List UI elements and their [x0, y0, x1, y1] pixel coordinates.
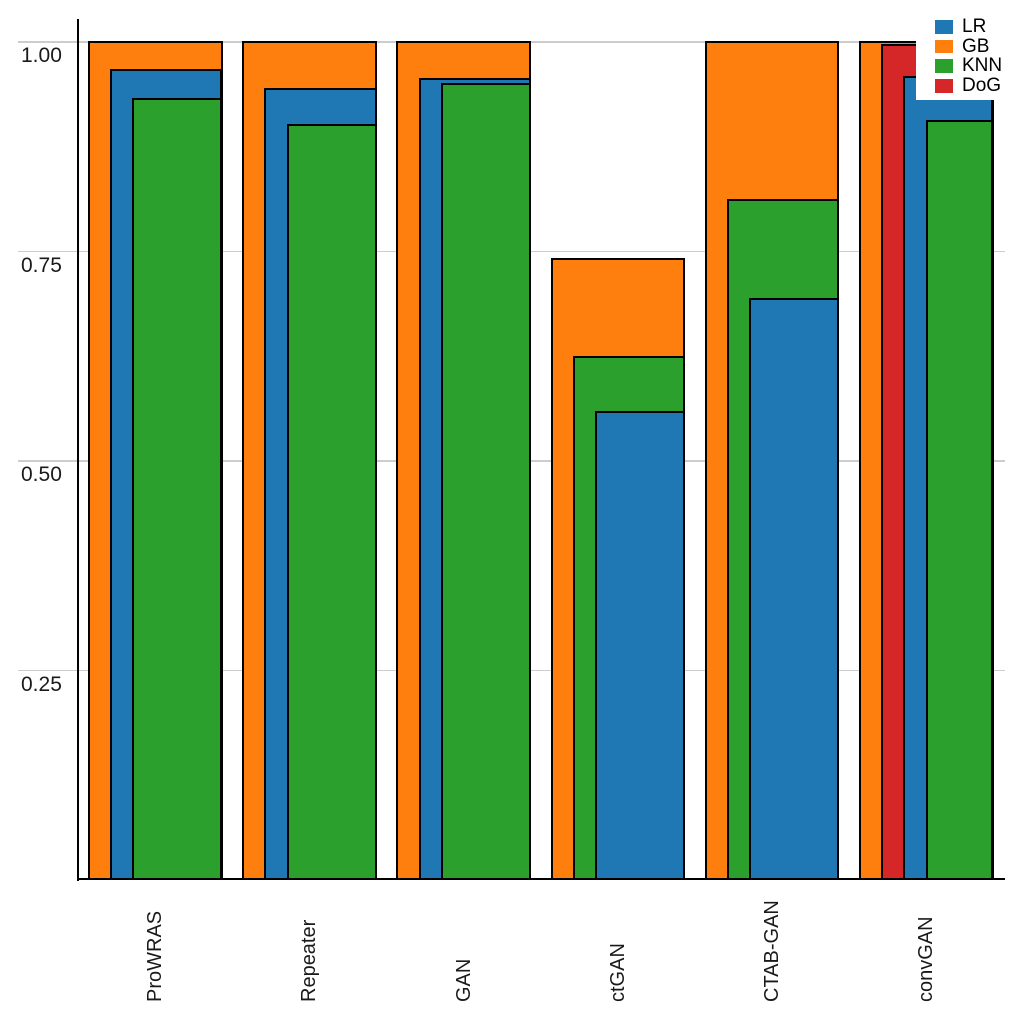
- y-axis-line: [77, 19, 79, 881]
- x-tick-label-Repeater: Repeater: [298, 919, 321, 1002]
- legend-item-DoG: DoG: [916, 74, 1020, 96]
- legend-label-KNN: KNN: [962, 55, 1003, 77]
- bar-ProWRAS-KNN: [132, 97, 223, 880]
- x-tick-label-CTAB-GAN: CTAB-GAN: [761, 900, 784, 1002]
- legend: LR GB KNN DoG: [916, 13, 1020, 100]
- legend-swatch-DoG-icon: [935, 79, 953, 93]
- x-tick-label-convGAN: convGAN: [915, 916, 938, 1002]
- bar-Repeater-KNN: [286, 123, 377, 880]
- y-tick-label-0.75: 0.75: [21, 253, 62, 277]
- x-axis-line: [77, 878, 1005, 880]
- y-tick-label-0.50: 0.50: [21, 463, 62, 486]
- legend-label-LR: LR: [962, 15, 987, 37]
- bar-CTAB-GAN-LR: [749, 298, 840, 880]
- x-tick-label-GAN: GAN: [452, 958, 475, 1002]
- legend-swatch-KNN-icon: [935, 59, 953, 73]
- legend-swatch-GB-icon: [935, 39, 953, 54]
- bar-convGAN-KNN: [925, 119, 994, 880]
- legend-label-GB: GB: [962, 35, 990, 57]
- y-tick-label-0.25: 0.25: [21, 672, 62, 696]
- x-tick-label-ProWRAS: ProWRAS: [144, 910, 167, 1002]
- bar-GAN-KNN: [440, 82, 531, 880]
- x-tick-label-ctGAN: ctGAN: [606, 943, 629, 1002]
- y-tick-label-1.00: 1.00: [21, 44, 62, 67]
- bar-ctGAN-LR: [595, 410, 686, 880]
- legend-label-DoG: DoG: [962, 74, 1002, 96]
- legend-item-GB: GB: [916, 35, 1020, 57]
- legend-swatch-LR-icon: [935, 20, 953, 34]
- legend-item-KNN: KNN: [916, 55, 1020, 77]
- legend-item-LR: LR: [916, 15, 1020, 37]
